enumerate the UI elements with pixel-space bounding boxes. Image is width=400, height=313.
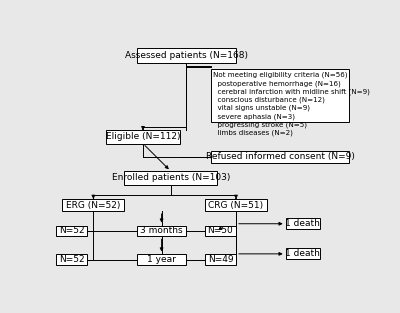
Text: N=52: N=52 (59, 227, 84, 235)
Text: N=50: N=50 (208, 227, 233, 235)
FancyBboxPatch shape (106, 130, 180, 144)
Text: N=52: N=52 (59, 255, 84, 264)
Text: 1 death: 1 death (285, 219, 320, 228)
Text: Assessed patients (N=168): Assessed patients (N=168) (125, 51, 248, 60)
Text: 1 death: 1 death (285, 249, 320, 258)
FancyBboxPatch shape (56, 254, 87, 265)
Text: 1 year: 1 year (147, 255, 176, 264)
Text: CRG (N=51): CRG (N=51) (208, 201, 264, 210)
Text: 3 months: 3 months (140, 227, 183, 235)
FancyBboxPatch shape (211, 69, 349, 122)
FancyBboxPatch shape (205, 254, 236, 265)
FancyBboxPatch shape (62, 199, 124, 211)
FancyBboxPatch shape (286, 218, 320, 229)
FancyBboxPatch shape (56, 226, 87, 236)
Text: Eligible (N=112): Eligible (N=112) (106, 132, 180, 141)
FancyBboxPatch shape (137, 226, 186, 236)
FancyBboxPatch shape (205, 226, 236, 236)
FancyBboxPatch shape (137, 49, 236, 63)
FancyBboxPatch shape (137, 254, 186, 265)
Text: Not meeting eligibility criteria (N=56)
  postoperative hemorrhage (N=16)
  cere: Not meeting eligibility criteria (N=56) … (213, 72, 370, 136)
FancyBboxPatch shape (211, 151, 349, 163)
Text: ERG (N=52): ERG (N=52) (66, 201, 120, 210)
Text: Enrolled patients (N=103): Enrolled patients (N=103) (112, 173, 230, 182)
FancyBboxPatch shape (286, 249, 320, 259)
FancyBboxPatch shape (205, 199, 267, 211)
Text: Refused informed consent (N=9): Refused informed consent (N=9) (206, 152, 355, 162)
FancyBboxPatch shape (124, 171, 218, 185)
Text: N=49: N=49 (208, 255, 233, 264)
